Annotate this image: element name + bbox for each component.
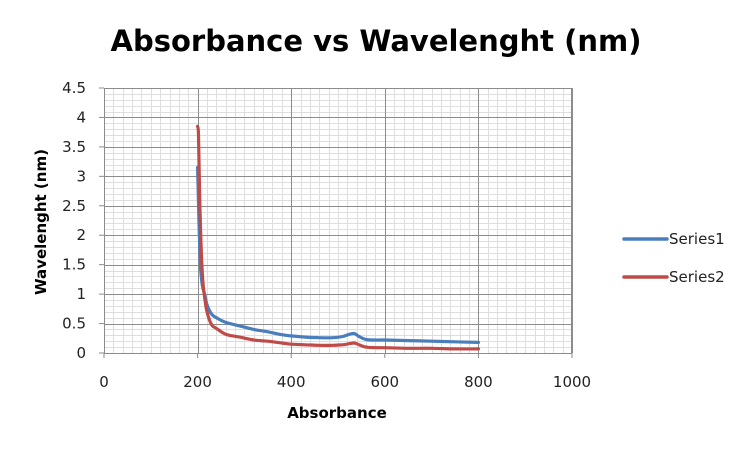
y-tick-label: 0 [76,344,86,362]
y-tick-label: 3 [76,167,86,185]
y-tick-label: 2.5 [62,197,86,215]
series-layer [196,124,480,351]
x-tick-label: 600 [370,373,399,391]
x-tick-label: 1000 [553,373,591,391]
y-tick-label: 0.5 [62,315,86,333]
x-tick-label: 0 [99,373,109,391]
x-tick-label: 800 [464,373,493,391]
x-axis-title: Absorbance [287,404,387,422]
legend-label-2: Series2 [669,268,725,286]
y-tick-label: 1 [76,285,86,303]
chart-title: Absorbance vs Wavelenght (nm) [111,24,642,58]
y-axis-ticks: 0 0.5 1 1.5 2 2.5 3 3.5 4 4.5 [62,79,104,362]
y-tick-label: 3.5 [62,138,86,156]
legend-label-1: Series1 [669,230,725,248]
x-tick-label: 400 [277,373,306,391]
plot-border [104,88,572,354]
y-tick-label: 2 [76,226,86,244]
y-tick-label: 1.5 [62,256,86,274]
minor-gridlines [104,88,572,353]
x-axis-ticks: 0 200 400 600 800 1000 [99,353,591,391]
y-tick-label: 4 [76,108,86,126]
legend: Series1 Series2 [622,230,725,286]
y-tick-label: 4.5 [62,79,86,97]
y-axis-title: Wavelenght (nm) [32,149,50,295]
series-line-2 [196,124,480,351]
x-tick-label: 200 [183,373,212,391]
